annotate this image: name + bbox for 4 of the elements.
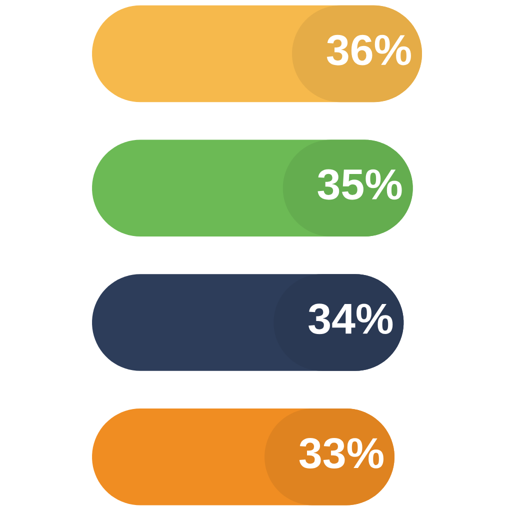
data-label: 34% [308,304,393,334]
data-label: 35% [318,169,402,200]
data-label: 36% [326,34,411,66]
data-label: 33% [299,438,384,469]
